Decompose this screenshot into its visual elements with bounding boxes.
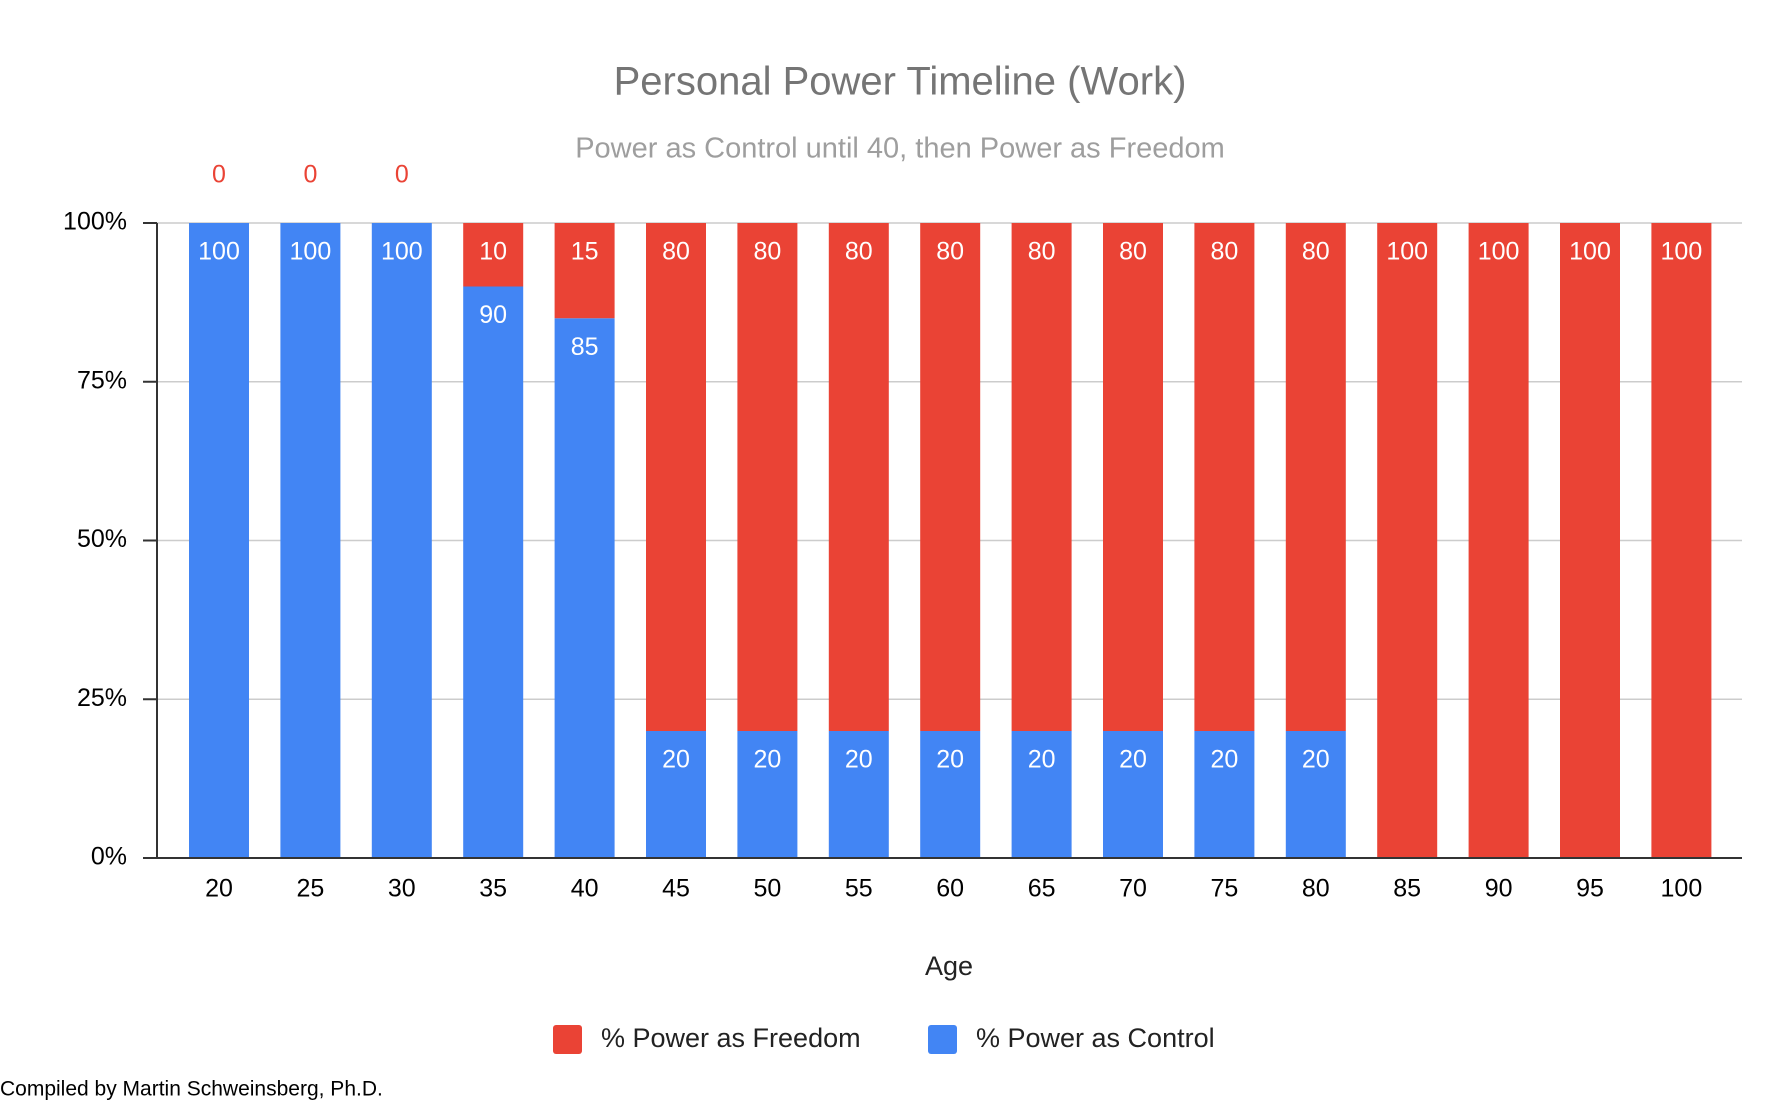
bar-segment <box>1011 223 1072 731</box>
data-label: 80 <box>662 238 690 266</box>
x-tick-label: 45 <box>662 875 690 903</box>
x-tick-label: 40 <box>571 875 599 903</box>
legend-label[interactable]: % Power as Control <box>976 1023 1215 1053</box>
x-tick-label: 100 <box>1661 875 1703 903</box>
x-tick-label: 55 <box>845 875 873 903</box>
data-label: 0 <box>212 161 226 189</box>
data-label: 20 <box>1028 746 1056 774</box>
x-tick-label: 30 <box>388 875 416 903</box>
bar-segment <box>463 223 524 287</box>
bar-segment <box>280 223 341 858</box>
chart-subtitle: Power as Control until 40, then Power as… <box>575 133 1225 165</box>
x-tick-label: 75 <box>1210 875 1238 903</box>
bar-segment <box>920 223 981 731</box>
data-label: 20 <box>1119 746 1147 774</box>
data-label: 80 <box>1302 238 1330 266</box>
x-tick-label: 60 <box>936 875 964 903</box>
bar-segment <box>1011 731 1072 858</box>
y-tick-label: 75% <box>77 366 127 394</box>
y-tick-label: 100% <box>63 208 127 236</box>
data-label: 100 <box>1478 238 1520 266</box>
bar-segment <box>646 731 706 858</box>
data-label: 10 <box>479 238 507 266</box>
legend-label[interactable]: % Power as Freedom <box>601 1023 861 1053</box>
y-tick-label: 25% <box>77 684 127 712</box>
y-tick-label: 50% <box>77 525 127 553</box>
legend-swatch <box>553 1025 582 1054</box>
data-label: 20 <box>662 746 690 774</box>
bar-segment <box>1194 731 1255 858</box>
bar-segment <box>828 731 889 858</box>
bar-segment <box>1103 731 1163 858</box>
data-label: 0 <box>395 161 409 189</box>
data-label: 85 <box>571 333 599 361</box>
data-label: 20 <box>845 746 873 774</box>
data-label: 90 <box>479 301 507 329</box>
x-tick-label: 25 <box>296 875 324 903</box>
legend-swatch <box>928 1025 957 1054</box>
data-label: 80 <box>1028 238 1056 266</box>
data-label: 80 <box>1119 238 1147 266</box>
bar-segment <box>828 223 889 731</box>
data-label: 80 <box>936 238 964 266</box>
bar-segment <box>1285 731 1346 858</box>
bar-segment <box>463 286 524 858</box>
x-tick-label: 35 <box>479 875 507 903</box>
bar-segment <box>1560 223 1620 858</box>
data-label: 100 <box>290 238 332 266</box>
bar-segment <box>1194 223 1255 731</box>
data-label: 20 <box>1210 746 1238 774</box>
data-label: 0 <box>303 161 317 189</box>
x-tick-label: 20 <box>205 875 233 903</box>
footer-note: Compiled by Martin Schweinsberg, Ph.D. <box>0 1078 383 1100</box>
x-tick-label: 90 <box>1485 875 1513 903</box>
data-label: 100 <box>381 238 423 266</box>
data-label: 100 <box>1661 238 1703 266</box>
x-tick-label: 70 <box>1119 875 1147 903</box>
bar-segment <box>371 223 432 858</box>
bar-segment <box>1651 223 1712 858</box>
x-axis-title: Age <box>925 951 973 981</box>
data-label: 100 <box>198 238 240 266</box>
y-tick-label: 0% <box>91 843 127 871</box>
x-tick-label: 65 <box>1028 875 1056 903</box>
bar-segment <box>646 223 706 731</box>
x-tick-label: 95 <box>1576 875 1604 903</box>
data-label: 15 <box>571 238 599 266</box>
bar-segment <box>1377 223 1438 858</box>
bar-segment <box>554 223 615 319</box>
bar-segment <box>920 731 981 858</box>
bar-segment <box>1285 223 1346 731</box>
bar-segment <box>1468 223 1529 858</box>
data-label: 20 <box>753 746 781 774</box>
data-label: 100 <box>1386 238 1428 266</box>
data-label: 80 <box>845 238 873 266</box>
bar-segment <box>554 318 615 858</box>
data-label: 100 <box>1569 238 1611 266</box>
data-label: 80 <box>1210 238 1238 266</box>
chart-title: Personal Power Timeline (Work) <box>614 60 1187 104</box>
data-label: 20 <box>936 746 964 774</box>
bar-segment <box>1103 223 1163 731</box>
x-tick-label: 85 <box>1393 875 1421 903</box>
x-tick-label: 80 <box>1302 875 1330 903</box>
data-label: 20 <box>1302 746 1330 774</box>
x-tick-label: 50 <box>753 875 781 903</box>
data-label: 80 <box>753 238 781 266</box>
bar-segment <box>737 223 798 731</box>
bar-segment <box>189 223 249 858</box>
bar-segment <box>737 731 798 858</box>
